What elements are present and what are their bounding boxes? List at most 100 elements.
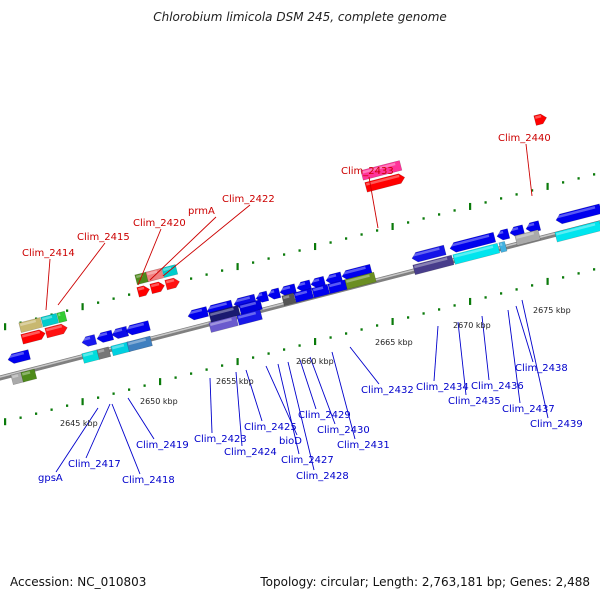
gene-label-bottom: Clim_2429 — [298, 410, 351, 421]
gene-reverse-19-shine — [525, 222, 535, 228]
gene-reverse-8-shine — [255, 293, 263, 298]
gene-forward-4-shape — [44, 323, 68, 339]
gene-reverse-5 — [187, 306, 209, 321]
ruler-tick-top — [252, 261, 255, 264]
gene-reverse-9 — [267, 287, 282, 300]
gene-forward-12 — [364, 173, 406, 193]
gene-reverse-17-shape — [496, 228, 511, 241]
gene-forward-9-shape — [149, 281, 165, 295]
ruler-tick-top — [453, 209, 456, 212]
gene-block-5-shape — [126, 335, 153, 353]
ruler-tick-top — [422, 217, 425, 220]
ruler-tick-bottom — [66, 404, 69, 407]
gene-label-bottom: Clim_2428 — [296, 471, 349, 482]
gene-reverse-3-shine — [111, 328, 123, 334]
gene-reverse-7-shine — [233, 296, 251, 303]
leader-bottom — [287, 361, 315, 471]
gene-reverse-8-shape — [255, 290, 270, 303]
ruler-tick-top — [577, 177, 580, 180]
tick-labels: 2645 kbp 2650 kbp 2655 kbp 2660 kbp 2665 kbp… — [60, 306, 571, 428]
tick-label: 2665 kbp — [375, 338, 413, 347]
ruler-tick-top — [546, 182, 549, 190]
ruler-tick-bottom — [252, 356, 255, 359]
gene-forward-0 — [18, 317, 43, 333]
leader-bottom — [85, 403, 111, 459]
gene-forward-10-shape — [164, 277, 180, 291]
ruler-tick-bottom — [469, 297, 472, 305]
gene-label-top: Clim_2415 — [77, 232, 130, 243]
gene-reverse-15 — [411, 244, 447, 263]
gene-block-10-shape — [281, 292, 297, 306]
ruler-tick-bottom — [422, 312, 425, 315]
gene-reverse-13 — [325, 271, 344, 285]
ruler-tick-bottom — [19, 416, 22, 419]
gene-block-17 — [498, 241, 508, 253]
gene-forward-13 — [533, 113, 547, 126]
gene-block-18-shape — [514, 229, 541, 246]
leader-bottom — [235, 371, 243, 447]
gene-block-13-shine — [328, 281, 342, 288]
ruler-tick-bottom — [50, 408, 53, 411]
leader-bottom — [245, 369, 263, 422]
leader-bottom — [127, 397, 155, 440]
gene-forward-8-shape — [136, 285, 150, 298]
gene-block-0-shine — [11, 374, 19, 379]
topology-summary: Topology: circular; Length: 2,763,181 bp… — [260, 575, 590, 589]
gene-label-bottom: Clim_2430 — [317, 425, 370, 436]
gene-label-bottom: Clim_2437 — [502, 404, 555, 415]
gene-reverse-2-shine — [96, 332, 108, 338]
ruler-tick-top — [531, 189, 534, 192]
leader-bottom — [111, 403, 141, 475]
gene-reverse-15-shine — [411, 247, 440, 257]
gene-block-5 — [126, 335, 153, 353]
ruler-tick-bottom — [391, 317, 394, 325]
gene-block-8 — [208, 315, 239, 333]
gene-forward-1-shine — [41, 315, 53, 321]
gene-block-4-shine — [111, 343, 125, 350]
gene-label-bottom: Clim_2419 — [136, 440, 189, 451]
ruler-tick-bottom — [159, 378, 162, 386]
ruler-tick-top — [376, 229, 379, 232]
ruler-tick-top — [329, 241, 332, 244]
ruler-tick-top — [515, 193, 518, 196]
ruler-tick-bottom — [577, 272, 580, 275]
gene-block-15 — [412, 254, 455, 276]
ruler-tick-bottom — [143, 384, 146, 387]
ruler-tick-bottom — [190, 372, 193, 375]
gene-label-top: prmA — [188, 206, 215, 217]
ruler-tick-top — [66, 309, 69, 312]
ruler-tick-bottom — [329, 336, 332, 339]
ruler-tick-bottom — [500, 292, 503, 295]
ruler-tick-top — [81, 303, 84, 311]
gene-forward-0-shape — [18, 317, 43, 333]
gene-reverse-18 — [509, 224, 526, 237]
gene-reverse-16-shape — [449, 231, 497, 253]
ruler-tick-top — [391, 222, 394, 230]
gene-forward-0-shine — [19, 319, 37, 327]
gene-forward-8-shine — [137, 286, 145, 291]
gene-block-15-shape — [412, 254, 455, 276]
gene-reverse-12 — [310, 275, 327, 289]
accession-text: Accession: NC_010803 — [10, 575, 147, 589]
gene-reverse-0-shine — [7, 351, 25, 359]
ruler-tick-bottom — [81, 398, 84, 406]
leader-bottom — [331, 351, 356, 440]
leader-bottom — [481, 315, 490, 381]
gene-forward-10 — [164, 277, 180, 291]
ruler-tick-top — [314, 243, 317, 251]
gene-reverse-8 — [255, 290, 270, 303]
gene-forward-1 — [40, 312, 60, 328]
gene-block-17-shape — [498, 241, 508, 253]
gene-label-top: Clim_2440 — [498, 133, 551, 144]
gene-reverse-11-shine — [296, 282, 306, 287]
ruler-tick-top — [438, 213, 441, 216]
gene-block-3-shine — [97, 349, 105, 353]
gene-reverse-9-shape — [267, 287, 282, 300]
gene-label-bottom: Clim_2424 — [224, 447, 277, 458]
tick-label: 2660 kbp — [296, 357, 334, 366]
gene-label-bottom: Clim_2438 — [515, 363, 568, 374]
gene-block-1-shine — [21, 371, 31, 376]
gene-forward-13-shape — [533, 113, 547, 126]
leader-bottom — [299, 359, 317, 410]
